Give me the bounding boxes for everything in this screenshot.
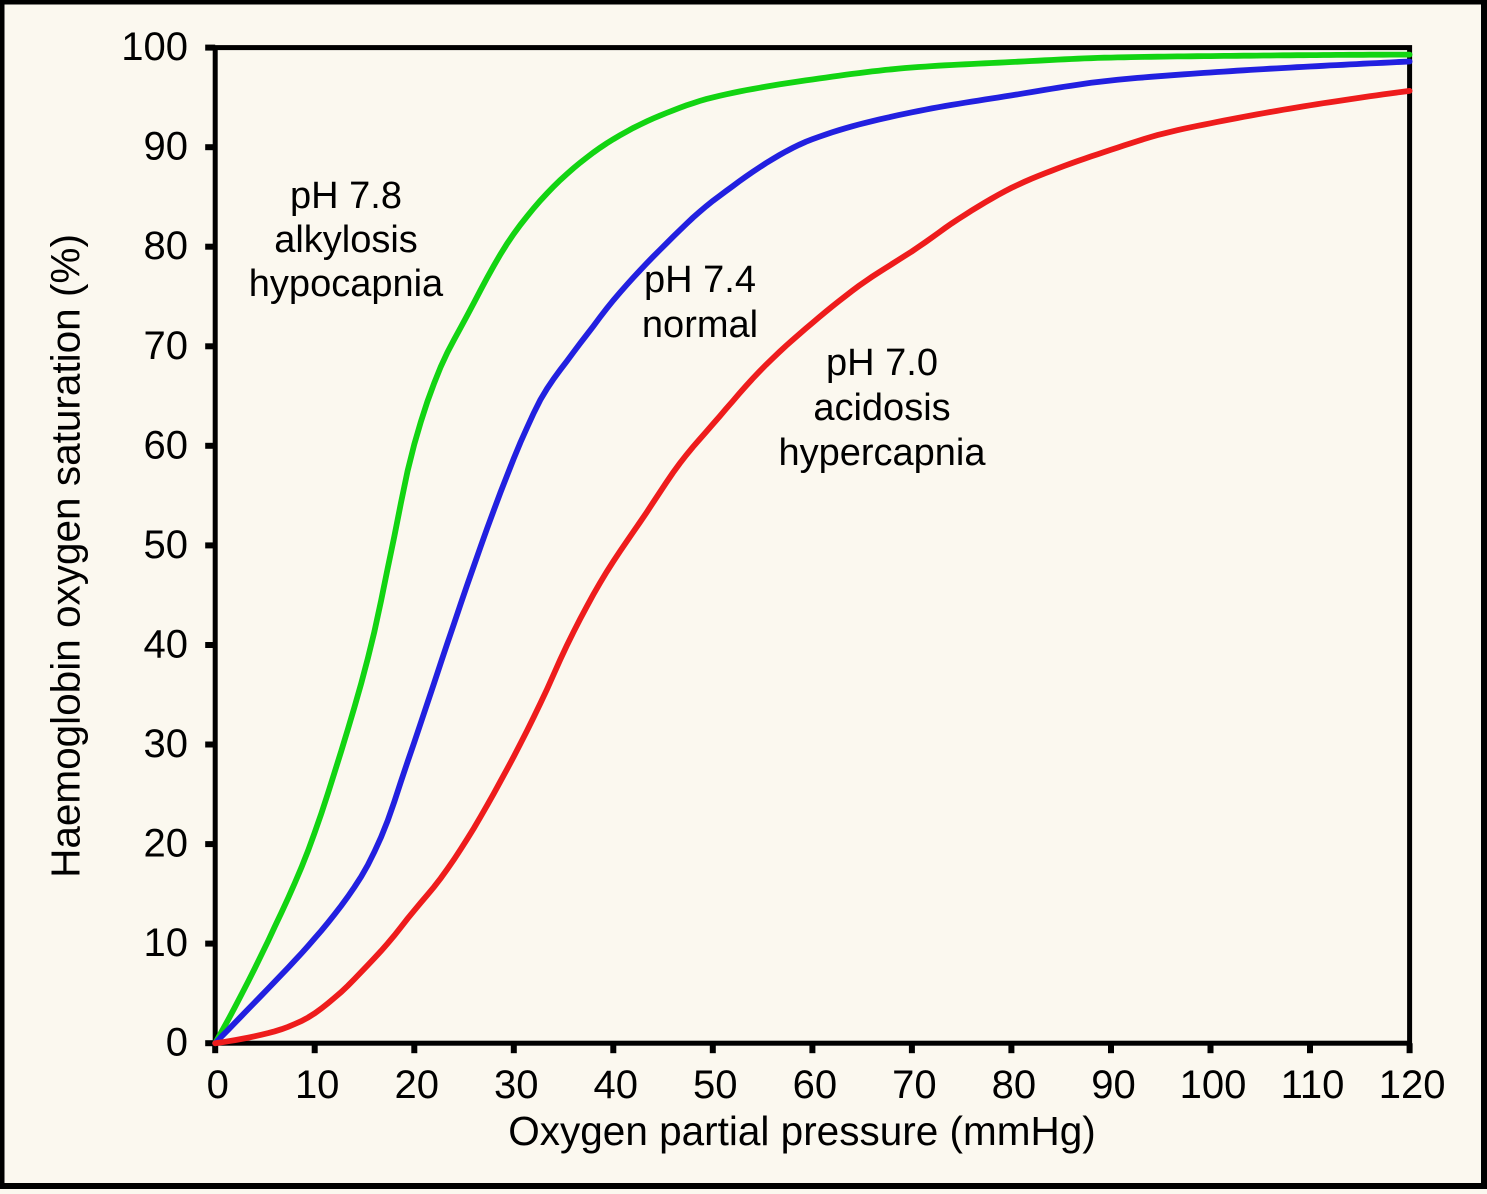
svg-text:Oxygen partial pressure (mmHg): Oxygen partial pressure (mmHg) [508, 1108, 1095, 1154]
svg-text:90: 90 [144, 125, 189, 169]
svg-text:0: 0 [166, 1021, 188, 1065]
svg-text:110: 110 [1281, 1063, 1345, 1107]
svg-text:20: 20 [395, 1063, 440, 1107]
svg-text:50: 50 [693, 1063, 738, 1107]
svg-text:30: 30 [144, 722, 189, 766]
svg-text:70: 70 [144, 324, 189, 368]
svg-text:60: 60 [144, 423, 189, 467]
svg-text:10: 10 [295, 1063, 340, 1107]
svg-text:pH 7.0: pH 7.0 [826, 342, 938, 384]
svg-text:90: 90 [1091, 1063, 1136, 1107]
svg-text:20: 20 [144, 822, 189, 866]
svg-text:50: 50 [144, 523, 189, 567]
svg-text:80: 80 [144, 224, 189, 268]
svg-text:normal: normal [642, 304, 758, 346]
svg-text:70: 70 [892, 1063, 937, 1107]
svg-text:60: 60 [793, 1063, 838, 1107]
svg-text:pH 7.8: pH 7.8 [290, 175, 402, 217]
svg-text:acidosis: acidosis [813, 387, 950, 429]
svg-text:30: 30 [494, 1063, 539, 1107]
svg-text:80: 80 [992, 1063, 1037, 1107]
svg-text:10: 10 [144, 921, 189, 965]
svg-text:Haemoglobin oxygen saturation: Haemoglobin oxygen saturation (%) [43, 234, 89, 878]
svg-text:120: 120 [1379, 1063, 1446, 1107]
svg-text:alkylosis: alkylosis [274, 219, 418, 261]
svg-text:100: 100 [121, 25, 188, 69]
svg-text:40: 40 [594, 1063, 639, 1107]
svg-text:hypercapnia: hypercapnia [778, 432, 986, 474]
svg-text:pH 7.4: pH 7.4 [644, 259, 756, 301]
svg-text:0: 0 [207, 1063, 229, 1107]
svg-text:hypocapnia: hypocapnia [249, 263, 444, 305]
svg-text:100: 100 [1180, 1063, 1247, 1107]
svg-text:40: 40 [144, 623, 189, 667]
